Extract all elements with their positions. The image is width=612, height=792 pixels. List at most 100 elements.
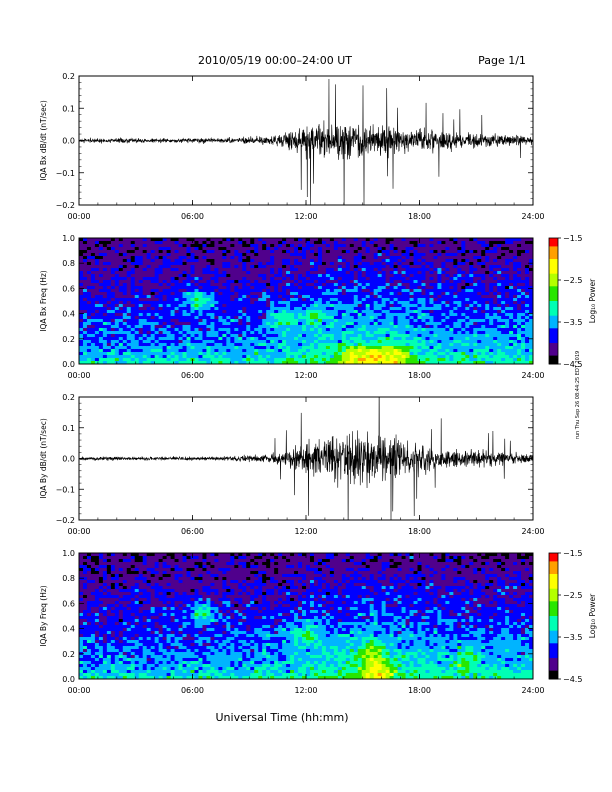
spectrogram-cell bbox=[469, 328, 474, 332]
spectrogram-cell bbox=[146, 247, 152, 251]
spectrogram-cell bbox=[521, 340, 526, 344]
spectrogram-cell bbox=[517, 355, 522, 359]
spectrogram-cell bbox=[294, 316, 299, 320]
y-tick-label: 0.4 bbox=[62, 310, 75, 319]
spectrogram-cell bbox=[122, 337, 128, 341]
spectrogram-cell bbox=[525, 304, 530, 308]
spectrogram-cell bbox=[453, 265, 458, 269]
spectrogram-cell bbox=[226, 316, 231, 320]
spectrogram-cell bbox=[190, 346, 195, 350]
spectrogram-cell bbox=[186, 295, 191, 299]
spectrogram-cell bbox=[82, 247, 88, 251]
spectrogram-cell bbox=[341, 349, 347, 353]
spectrogram-cell bbox=[82, 346, 88, 350]
spectrogram-cell bbox=[481, 277, 486, 281]
spectrogram-cell bbox=[485, 307, 490, 311]
spectrogram-cell bbox=[278, 352, 283, 356]
spectrogram-cell bbox=[333, 343, 339, 347]
spectrogram-cell bbox=[381, 307, 387, 311]
spectrogram-cell bbox=[465, 250, 470, 254]
spectrogram-cell bbox=[457, 274, 462, 278]
spectrogram-cell bbox=[409, 274, 414, 278]
spectrogram-cell bbox=[493, 328, 498, 332]
spectrogram-cell bbox=[254, 304, 259, 308]
spectrogram-cell bbox=[246, 292, 251, 296]
spectrogram-cell bbox=[345, 283, 351, 287]
spectrogram-cell bbox=[421, 361, 426, 365]
spectrogram-cell bbox=[142, 274, 148, 278]
spectrogram-cell bbox=[106, 343, 112, 347]
spectrogram-cell bbox=[441, 286, 446, 290]
spectrogram-cell bbox=[317, 298, 323, 302]
spectrogram-cell bbox=[453, 352, 458, 356]
spectrogram-cell bbox=[98, 304, 104, 308]
spectrogram-cell bbox=[377, 358, 383, 362]
spectrogram-cell bbox=[349, 340, 355, 344]
spectrogram-cell bbox=[178, 328, 183, 332]
spectrogram-cell bbox=[206, 259, 211, 263]
spectrogram-cell bbox=[194, 247, 199, 251]
spectrogram-cell bbox=[94, 331, 100, 335]
spectrogram-cell bbox=[186, 307, 191, 311]
spectrogram-cell bbox=[345, 238, 351, 242]
spectrogram-cell bbox=[313, 319, 319, 323]
spectrogram-cell bbox=[166, 265, 171, 269]
spectrogram-cell bbox=[246, 286, 251, 290]
spectrogram-cell bbox=[525, 319, 530, 323]
spectrogram-cell bbox=[481, 268, 486, 272]
spectrogram-cell bbox=[254, 238, 259, 242]
spectrogram-cell bbox=[317, 241, 323, 245]
spectrogram-cell bbox=[349, 286, 355, 290]
spectrogram-cell bbox=[429, 334, 434, 338]
spectrogram-cell bbox=[238, 304, 243, 308]
spectrogram-cell bbox=[329, 349, 335, 353]
spectrogram-cell bbox=[258, 280, 263, 284]
spectrogram-cell bbox=[274, 256, 279, 260]
spectrogram-cell bbox=[278, 328, 283, 332]
spectrogram-cell bbox=[234, 337, 239, 341]
spectrogram-cell bbox=[473, 298, 478, 302]
spectrogram-cell bbox=[254, 250, 259, 254]
spectrogram-cell bbox=[473, 355, 478, 359]
spectrogram-cell bbox=[258, 301, 263, 305]
spectrogram-cell bbox=[433, 280, 438, 284]
spectrogram-cell bbox=[489, 262, 494, 266]
spectrogram-cell bbox=[182, 286, 187, 290]
spectrogram-cell bbox=[405, 322, 410, 326]
spectrogram-cell bbox=[294, 343, 299, 347]
spectrogram-cell bbox=[290, 316, 295, 320]
spectrogram-cell bbox=[493, 301, 498, 305]
spectrogram-cell bbox=[337, 319, 343, 323]
spectrogram-cell bbox=[150, 310, 156, 314]
spectrogram-cell bbox=[329, 238, 335, 242]
spectrogram-cell bbox=[98, 325, 104, 329]
spectrogram-cell bbox=[457, 238, 462, 242]
spectrogram-cell bbox=[505, 274, 510, 278]
spectrogram-cell bbox=[353, 271, 359, 275]
spectrogram-cell bbox=[477, 304, 482, 308]
spectrogram-cell bbox=[453, 340, 458, 344]
spectrogram-cell bbox=[457, 256, 462, 260]
spectrogram-cell bbox=[457, 292, 462, 296]
spectrogram-cell bbox=[298, 256, 303, 260]
spectrogram-cell bbox=[397, 313, 402, 317]
spectrogram-cell bbox=[393, 349, 398, 353]
spectrogram-cell bbox=[94, 340, 100, 344]
spectrogram-cell bbox=[329, 253, 335, 257]
spectrogram-cell bbox=[230, 352, 235, 356]
spectrogram-cell bbox=[513, 280, 518, 284]
spectrogram-cell bbox=[365, 313, 371, 317]
spectrogram-cell bbox=[353, 352, 359, 356]
spectrogram-cell bbox=[417, 310, 422, 314]
spectrogram-cell bbox=[421, 274, 426, 278]
spectrogram-cell bbox=[138, 259, 144, 263]
spectrogram-cell bbox=[106, 283, 112, 287]
spectrogram-cell bbox=[298, 244, 303, 248]
spectrogram-cell bbox=[110, 283, 116, 287]
spectrogram-cell bbox=[106, 316, 112, 320]
spectrogram-cell bbox=[206, 298, 211, 302]
spectrogram-cell bbox=[341, 289, 347, 293]
spectrogram-cell bbox=[282, 331, 287, 335]
spectrogram-cell bbox=[493, 274, 498, 278]
spectrogram-cell bbox=[214, 346, 219, 350]
